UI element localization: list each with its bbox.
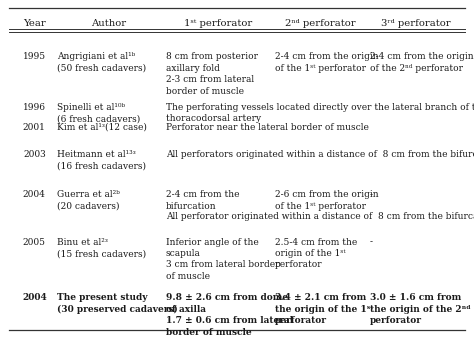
Text: The present study
(30 preserved cadavers): The present study (30 preserved cadavers… [57, 293, 178, 314]
Text: 2-6 cm from the origin
of the 1ˢᵗ perforator: 2-6 cm from the origin of the 1ˢᵗ perfor… [275, 190, 379, 211]
Text: Perforator near the lateral border of muscle: Perforator near the lateral border of mu… [166, 123, 369, 132]
Text: The perforating vessels located directly over the lateral branch of the
thoracod: The perforating vessels located directly… [166, 103, 474, 123]
Text: 2003: 2003 [23, 150, 46, 159]
Text: 2004: 2004 [23, 190, 46, 200]
Text: 2004: 2004 [22, 293, 47, 302]
Text: 8 cm from posterior
axillary fold
2-3 cm from lateral
border of muscle: 8 cm from posterior axillary fold 2-3 cm… [166, 52, 258, 96]
Text: Angrigiani et al¹ᵇ
(50 fresh cadavers): Angrigiani et al¹ᵇ (50 fresh cadavers) [57, 52, 146, 73]
Text: 2-4 cm from the origin
of the 1ˢᵗ perforator: 2-4 cm from the origin of the 1ˢᵗ perfor… [275, 52, 379, 73]
Text: -: - [370, 238, 373, 247]
Text: Heitmann et al¹³ᶟ
(16 fresh cadavers): Heitmann et al¹³ᶟ (16 fresh cadavers) [57, 150, 146, 171]
Text: 3ʳᵈ perforator: 3ʳᵈ perforator [381, 19, 451, 28]
Text: 3.4 ± 2.1 cm from
the origin of the 1ˢᵗ
perforator: 3.4 ± 2.1 cm from the origin of the 1ˢᵗ … [275, 293, 374, 325]
Text: 2005: 2005 [23, 238, 46, 247]
Text: 2ⁿᵈ perforator: 2ⁿᵈ perforator [285, 19, 355, 28]
Text: Inferior angle of the
scapula
3 cm from lateral border
of muscle: Inferior angle of the scapula 3 cm from … [166, 238, 279, 281]
Text: 2-4 cm from the origin
of the 2ⁿᵈ perforator: 2-4 cm from the origin of the 2ⁿᵈ perfor… [370, 52, 474, 73]
Text: Kim et al¹ᶟ(12 case): Kim et al¹ᶟ(12 case) [57, 123, 147, 132]
Text: 1996: 1996 [23, 103, 46, 112]
Text: 3.0 ± 1.6 cm from
the origin of the 2ⁿᵈ
perforator: 3.0 ± 1.6 cm from the origin of the 2ⁿᵈ … [370, 293, 471, 325]
Text: Binu et al²ᶟ
(15 fresh cadavers): Binu et al²ᶟ (15 fresh cadavers) [57, 238, 146, 258]
Text: 2.5-4 cm from the
origin of the 1ˢᵗ
perforator: 2.5-4 cm from the origin of the 1ˢᵗ perf… [275, 238, 357, 270]
Text: Year: Year [23, 19, 46, 28]
Text: 1ˢᵗ perforator: 1ˢᵗ perforator [184, 19, 252, 28]
Text: All perforators originated within a distance of  8 cm from the bifurcation: All perforators originated within a dist… [166, 150, 474, 159]
Text: All perforator originated within a distance of  8 cm from the bifurcation: All perforator originated within a dista… [166, 212, 474, 221]
Text: Spinelli et al¹⁰ᵇ
(6 fresh cadavers): Spinelli et al¹⁰ᵇ (6 fresh cadavers) [57, 103, 140, 123]
Text: -: - [370, 190, 373, 200]
Text: Author: Author [91, 19, 127, 28]
Text: 1995: 1995 [23, 52, 46, 61]
Text: 2-4 cm from the
bifurcation: 2-4 cm from the bifurcation [166, 190, 239, 211]
Text: Guerra et al²ᵇ
(20 cadavers): Guerra et al²ᵇ (20 cadavers) [57, 190, 120, 211]
Text: 2001: 2001 [23, 123, 46, 132]
Text: 9.8 ± 2.6 cm from dome
of axilla
1.7 ± 0.6 cm from lateral
border of muscle: 9.8 ± 2.6 cm from dome of axilla 1.7 ± 0… [166, 293, 293, 337]
